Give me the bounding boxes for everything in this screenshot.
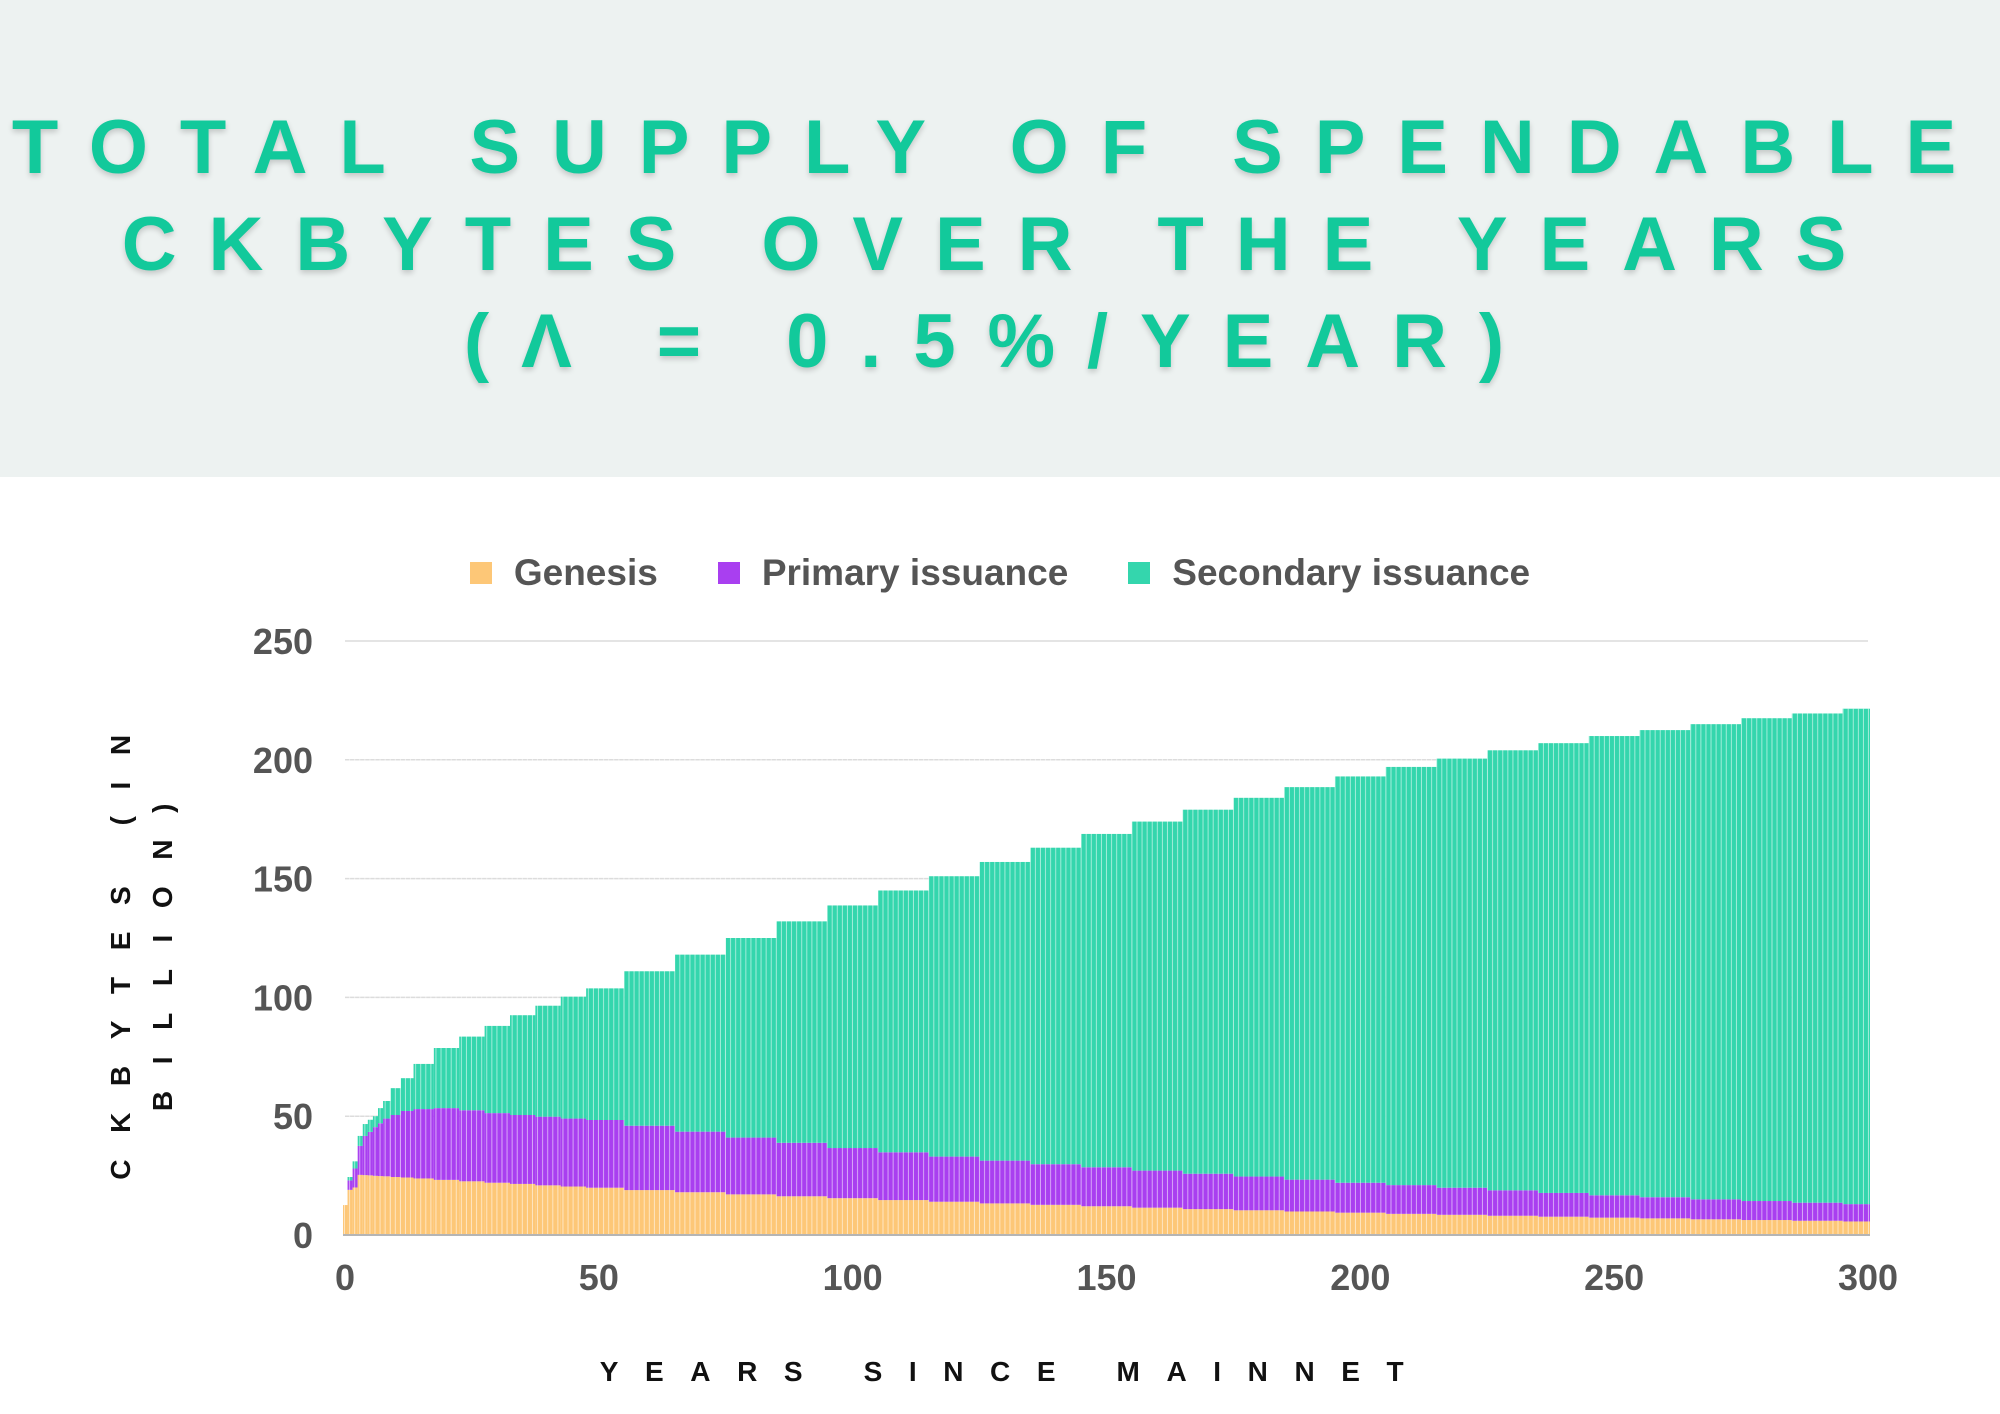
x-tick-label: 50 (579, 1257, 619, 1298)
y-tick-label: 200 (253, 740, 313, 781)
legend-item-secondary: Secondary issuance (1128, 552, 1530, 594)
legend-label: Primary issuance (761, 552, 1069, 593)
legend-label: Secondary issuance (1172, 552, 1531, 593)
legend-swatch-secondary (1128, 562, 1151, 584)
title-banner: TOTAL SUPPLY OF SPENDABLE CKBYTES OVER T… (0, 0, 2000, 477)
y-tick-label: 150 (253, 859, 313, 900)
chart-title-line-1: TOTAL SUPPLY OF SPENDABLE (11, 105, 1989, 190)
y-tick-label: 100 (253, 977, 313, 1018)
y-tick-label: 250 (253, 621, 313, 662)
legend-swatch-genesis (469, 562, 492, 584)
legend-swatch-primary (717, 562, 740, 584)
x-axis-title: YEARS SINCE MAINNET (599, 1356, 1431, 1387)
x-tick-label: 300 (1838, 1257, 1898, 1298)
y-tick-label: 50 (273, 1096, 313, 1137)
legend-label: Genesis (513, 552, 658, 593)
y-tick-label: 0 (293, 1215, 313, 1256)
x-tick-label: 200 (1330, 1257, 1390, 1298)
chart-title-line-2: CKBYTES OVER THE YEARS (121, 202, 1879, 287)
x-tick-label: 100 (823, 1257, 883, 1298)
legend: Genesis Primary issuance Secondary issua… (0, 552, 2000, 594)
y-axis-title: CKBYTES (IN BILLION) (105, 708, 178, 1180)
chart-title-line-3: (Λ = 0.5%/YEAR) (463, 299, 1537, 384)
x-tick-label: 0 (335, 1257, 355, 1298)
x-tick-label: 150 (1076, 1257, 1136, 1298)
bar-separators (343, 708, 1870, 1235)
legend-item-primary: Primary issuance (717, 552, 1069, 594)
legend-item-genesis: Genesis (469, 552, 658, 594)
x-tick-label: 250 (1584, 1257, 1644, 1298)
